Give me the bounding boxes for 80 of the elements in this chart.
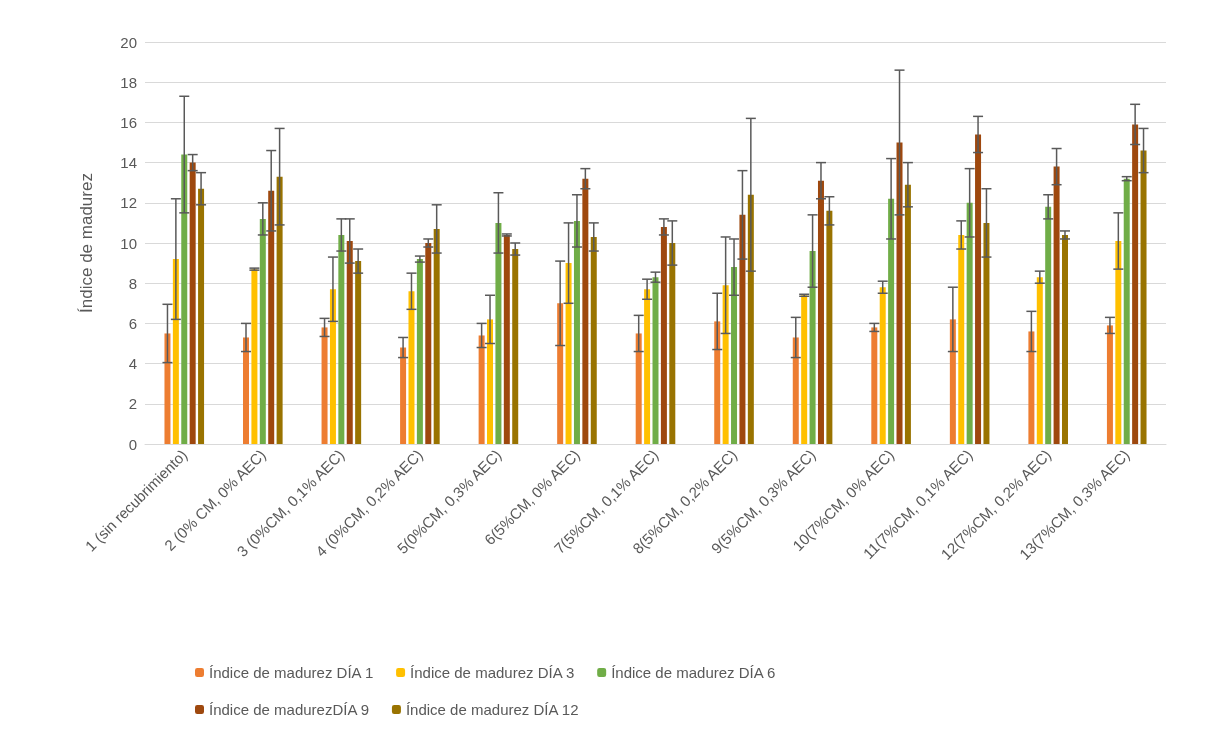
bar: [329, 289, 336, 444]
bar: [1140, 150, 1147, 444]
bar: [268, 190, 275, 444]
bar: [487, 319, 494, 444]
bar: [590, 236, 597, 444]
bar: [416, 259, 423, 444]
bar: [949, 319, 956, 444]
bar: [652, 277, 659, 444]
bar: [433, 228, 440, 444]
bar: [321, 327, 328, 444]
y-tick-label: 14: [120, 154, 137, 172]
bar: [826, 210, 833, 444]
y-tick-label: 16: [120, 113, 137, 131]
bar: [355, 261, 362, 444]
bar: [904, 184, 911, 444]
y-axis-title: Índice de madurez: [77, 173, 96, 313]
bar: [888, 198, 895, 444]
y-tick-label: 18: [120, 73, 137, 91]
bar: [189, 162, 196, 444]
bar: [879, 287, 886, 444]
legend-label: Índice de madurez DÍA 3: [410, 664, 575, 681]
bar: [958, 234, 965, 444]
bar: [1045, 206, 1052, 444]
legend-label: Índice de madurez DÍA 1: [209, 664, 374, 681]
bar: [181, 154, 188, 444]
bar: [739, 214, 746, 444]
bar: [896, 142, 903, 444]
y-tick-label: 0: [128, 435, 137, 453]
bar: [1028, 331, 1035, 444]
bar: [198, 188, 205, 444]
bar: [660, 226, 667, 444]
bar: [1061, 234, 1068, 444]
bar: [565, 263, 572, 444]
bar: [1053, 166, 1060, 444]
y-tick-label: 10: [120, 234, 137, 252]
bar: [1115, 240, 1122, 444]
bar: [495, 222, 502, 444]
bar: [276, 176, 283, 444]
legend-label: Índice de madurez DÍA 12: [405, 701, 579, 718]
legend-label: Índice de madurezDÍA 9: [209, 701, 370, 718]
bar: [338, 234, 345, 444]
bar: [251, 269, 258, 444]
bar: [871, 327, 878, 444]
bar: [669, 243, 676, 444]
bar: [408, 291, 415, 444]
bar: [512, 249, 519, 444]
bar: [400, 347, 407, 444]
bar: [722, 285, 729, 444]
bar: [346, 240, 353, 444]
bar: [975, 134, 982, 444]
bar: [792, 337, 799, 444]
bar: [425, 243, 432, 444]
bar: [966, 202, 973, 444]
bar: [644, 289, 651, 444]
bar: [164, 333, 171, 444]
y-tick-label: 4: [128, 355, 137, 373]
y-tick-label: 20: [120, 33, 137, 51]
y-tick-label: 12: [120, 194, 137, 212]
bar: [1106, 325, 1113, 444]
bar: [801, 295, 808, 444]
legend-label: Índice de madurez DÍA 6: [611, 664, 776, 681]
bar: [983, 222, 990, 444]
y-tick-label: 2: [128, 395, 137, 413]
bar: [809, 251, 816, 444]
bar: [573, 220, 580, 444]
bar: [557, 303, 564, 444]
bar: [635, 333, 642, 444]
bar: [582, 178, 589, 444]
y-tick-label: 6: [128, 314, 137, 332]
bar: [731, 267, 738, 444]
bar: [478, 335, 485, 444]
bar: [243, 337, 250, 444]
bar: [503, 234, 510, 444]
bar: [259, 218, 266, 444]
bar: [714, 321, 721, 444]
bar: [1123, 178, 1130, 444]
bar: [1036, 277, 1043, 444]
bar: [817, 180, 824, 444]
y-tick-label: 8: [128, 274, 137, 292]
bar: [1132, 124, 1139, 444]
